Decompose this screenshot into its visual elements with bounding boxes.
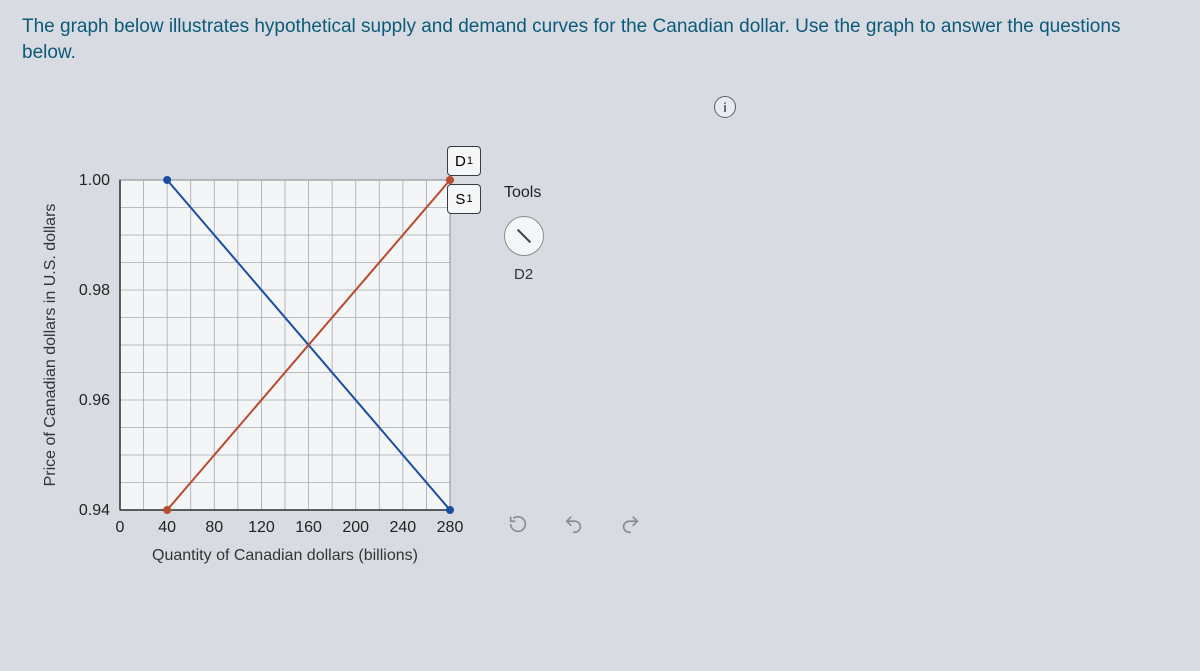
undo-button[interactable] [560,510,588,538]
supply-demand-chart[interactable]: 0 40 80 120 160 200 240 280 0.94 0.96 0.98 1.00 Quan… [20,150,480,580]
reset-icon [507,513,529,535]
tools-panel: Tools D2 [504,184,544,283]
svg-text:280: 280 [437,519,464,536]
svg-text:200: 200 [342,519,369,536]
svg-text:240: 240 [390,519,417,536]
redo-button[interactable] [616,510,644,538]
draggable-labels: D1S1 [447,146,481,214]
svg-text:0.96: 0.96 [79,392,110,409]
svg-text:160: 160 [295,519,322,536]
svg-text:0: 0 [116,519,125,536]
svg-text:80: 80 [205,519,223,536]
curve-label-D1[interactable]: D1 [447,146,481,176]
line-icon [517,229,531,243]
undo-icon [563,513,585,535]
question-prompt: The graph below illustrates hypothetical… [22,14,1140,65]
curve-label-S1[interactable]: S1 [447,184,481,214]
svg-text:0.94: 0.94 [79,502,110,519]
chart-container: 0 40 80 120 160 200 240 280 0.94 0.96 0.98 1.00 Quan… [20,150,480,580]
new-curve-label: D2 [514,266,544,283]
draw-line-tool[interactable] [504,216,544,256]
reset-button[interactable] [504,510,532,538]
redo-icon [619,513,641,535]
tools-title: Tools [504,184,544,202]
svg-text:Price of Canadian dollars in U: Price of Canadian dollars in U.S. dollar… [42,204,59,487]
svg-text:Quantity of Canadian dollars (: Quantity of Canadian dollars (billions) [152,547,418,564]
action-row [504,510,644,538]
svg-text:120: 120 [248,519,275,536]
svg-text:40: 40 [158,519,176,536]
info-icon[interactable]: i [714,96,736,118]
svg-text:0.98: 0.98 [79,282,110,299]
svg-text:1.00: 1.00 [79,172,110,189]
